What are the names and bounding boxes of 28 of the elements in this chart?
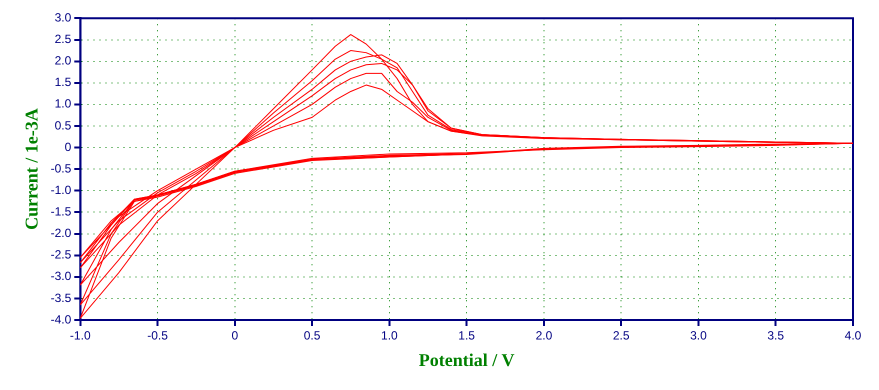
x-tick-label: -1.0 <box>70 328 91 343</box>
x-tick-label: 0.5 <box>304 328 321 343</box>
y-axis-title: Current / 1e-3A <box>21 108 42 230</box>
y-tick-label: 0.5 <box>54 118 72 132</box>
x-axis-title: Potential / V <box>418 350 514 370</box>
y-tick-label: 1.0 <box>54 96 72 111</box>
y-tick-label: -1.0 <box>50 182 72 197</box>
y-tick-label: -4.0 <box>50 312 72 326</box>
x-tick-label: 2.0 <box>536 328 553 343</box>
x-tick-label: 3.0 <box>690 328 708 343</box>
y-tick-label: 0 <box>64 140 72 154</box>
y-tick-label: 1.5 <box>54 75 72 90</box>
x-tick-label: 3.5 <box>767 328 784 343</box>
x-tick-label: 0 <box>231 328 238 343</box>
x-tick-label: 4.0 <box>844 328 862 343</box>
y-tick-label: -2.5 <box>50 248 72 262</box>
x-tick-label: -0.5 <box>147 328 168 343</box>
y-tick-label: -3.5 <box>50 290 72 305</box>
y-tick-label: -0.5 <box>50 161 72 176</box>
y-tick-label: 2.5 <box>54 32 72 46</box>
x-tick-label: 2.5 <box>612 328 630 343</box>
y-tick-label: 3.0 <box>54 10 72 25</box>
y-tick-label: -3.0 <box>50 269 72 284</box>
y-tick-label: -2.0 <box>50 226 72 240</box>
x-tick-label: 1.0 <box>381 328 398 343</box>
y-tick-label: -1.5 <box>50 204 72 219</box>
x-tick-label: 1.5 <box>458 328 476 343</box>
y-tick-label: 2.0 <box>54 54 72 68</box>
